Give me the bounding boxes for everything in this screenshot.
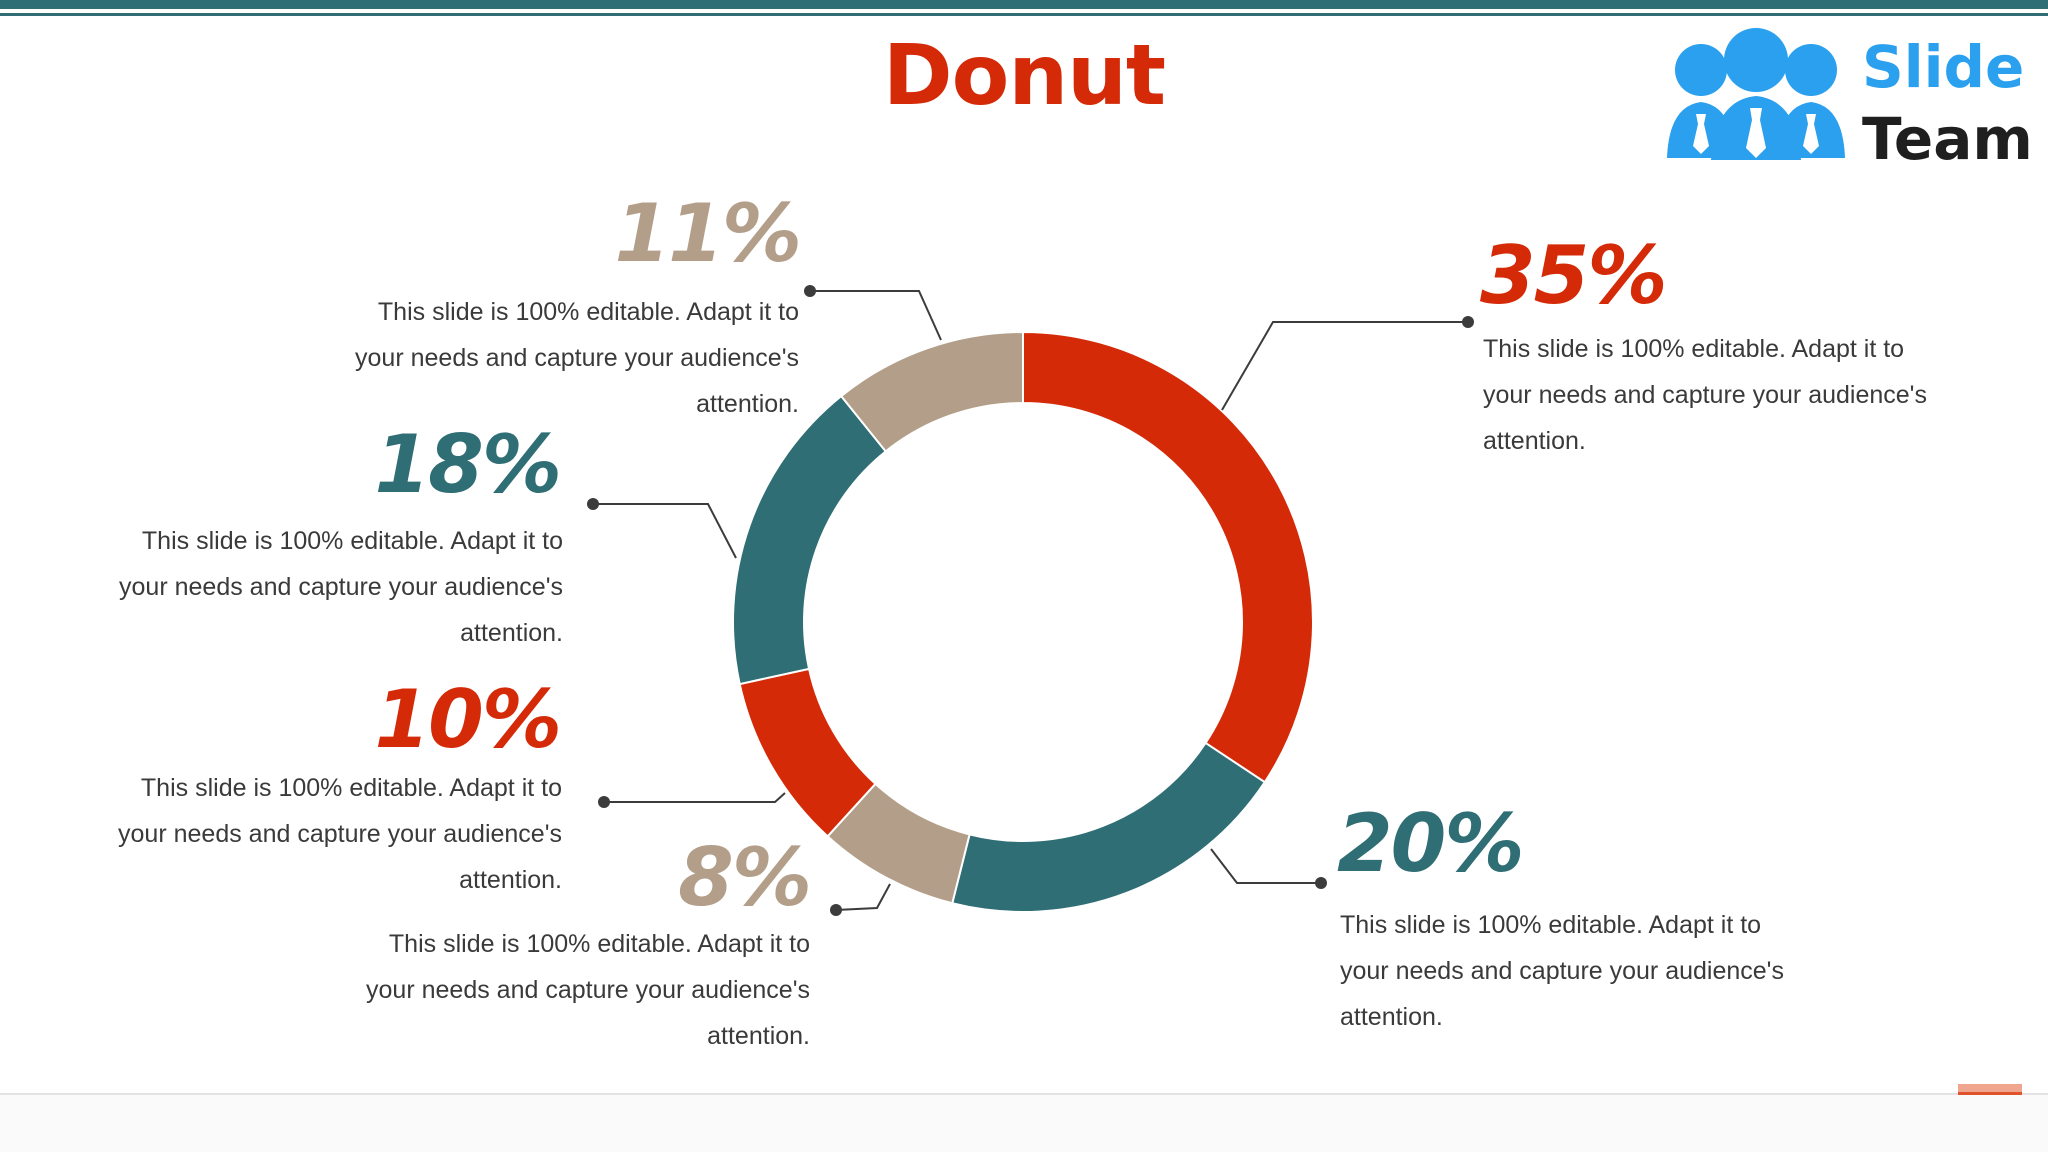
slideteam-logo: Slide Team: [1665, 28, 2033, 168]
segment-label-18: 18%: [374, 418, 562, 511]
segment-label-20: 20%: [1337, 797, 1524, 890]
leader-line-8-dot: [830, 904, 842, 916]
segment-label-11: 11%: [614, 187, 802, 280]
donut-segment-35: [1022, 330, 1314, 784]
donut-segment-18: [732, 394, 888, 686]
leader-line-35: [1221, 321, 1468, 411]
leader-line-18-dot: [587, 498, 599, 510]
leader-line-35-dot: [1462, 316, 1474, 328]
segment-label-8: 8%: [678, 831, 812, 924]
segment-description-35: This slide is 100% editable. Adapt it to…: [1483, 335, 1927, 455]
segment-description-18: This slide is 100% editable. Adapt it to…: [119, 527, 563, 647]
leader-line-20: [1210, 848, 1321, 884]
leader-line-8: [835, 883, 891, 911]
footer-strip: [0, 1095, 2048, 1152]
slide-title: Donut: [882, 26, 1166, 124]
segment-description-20: This slide is 100% editable. Adapt it to…: [1340, 911, 1784, 1031]
leader-line-20-dot: [1315, 877, 1327, 889]
segment-label-10: 10%: [374, 673, 562, 766]
footer-accent: [1958, 1084, 2022, 1093]
footer-accent-line: [1958, 1092, 2022, 1095]
segment-description-10: This slide is 100% editable. Adapt it to…: [118, 774, 562, 894]
segment-description-8: This slide is 100% editable. Adapt it to…: [366, 930, 810, 1050]
people-group-icon: [1667, 28, 1845, 160]
logo-word-team: Team: [1862, 105, 2033, 173]
footer-divider: [0, 1093, 2048, 1095]
leader-line-10: [604, 792, 786, 803]
leader-line-10-dot: [598, 796, 610, 808]
donut-segment-20: [951, 741, 1267, 913]
leader-line-11: [810, 290, 942, 341]
top-accent-line: [0, 13, 2048, 16]
logo-word-slide: Slide: [1862, 33, 2025, 101]
segment-description-11: This slide is 100% editable. Adapt it to…: [355, 298, 799, 418]
top-accent-bar: [0, 0, 2048, 9]
leader-line-11-dot: [804, 285, 816, 297]
donut-segment-11: [839, 330, 1024, 453]
segment-label-35: 35%: [1480, 229, 1667, 322]
leader-line-18: [593, 503, 737, 559]
